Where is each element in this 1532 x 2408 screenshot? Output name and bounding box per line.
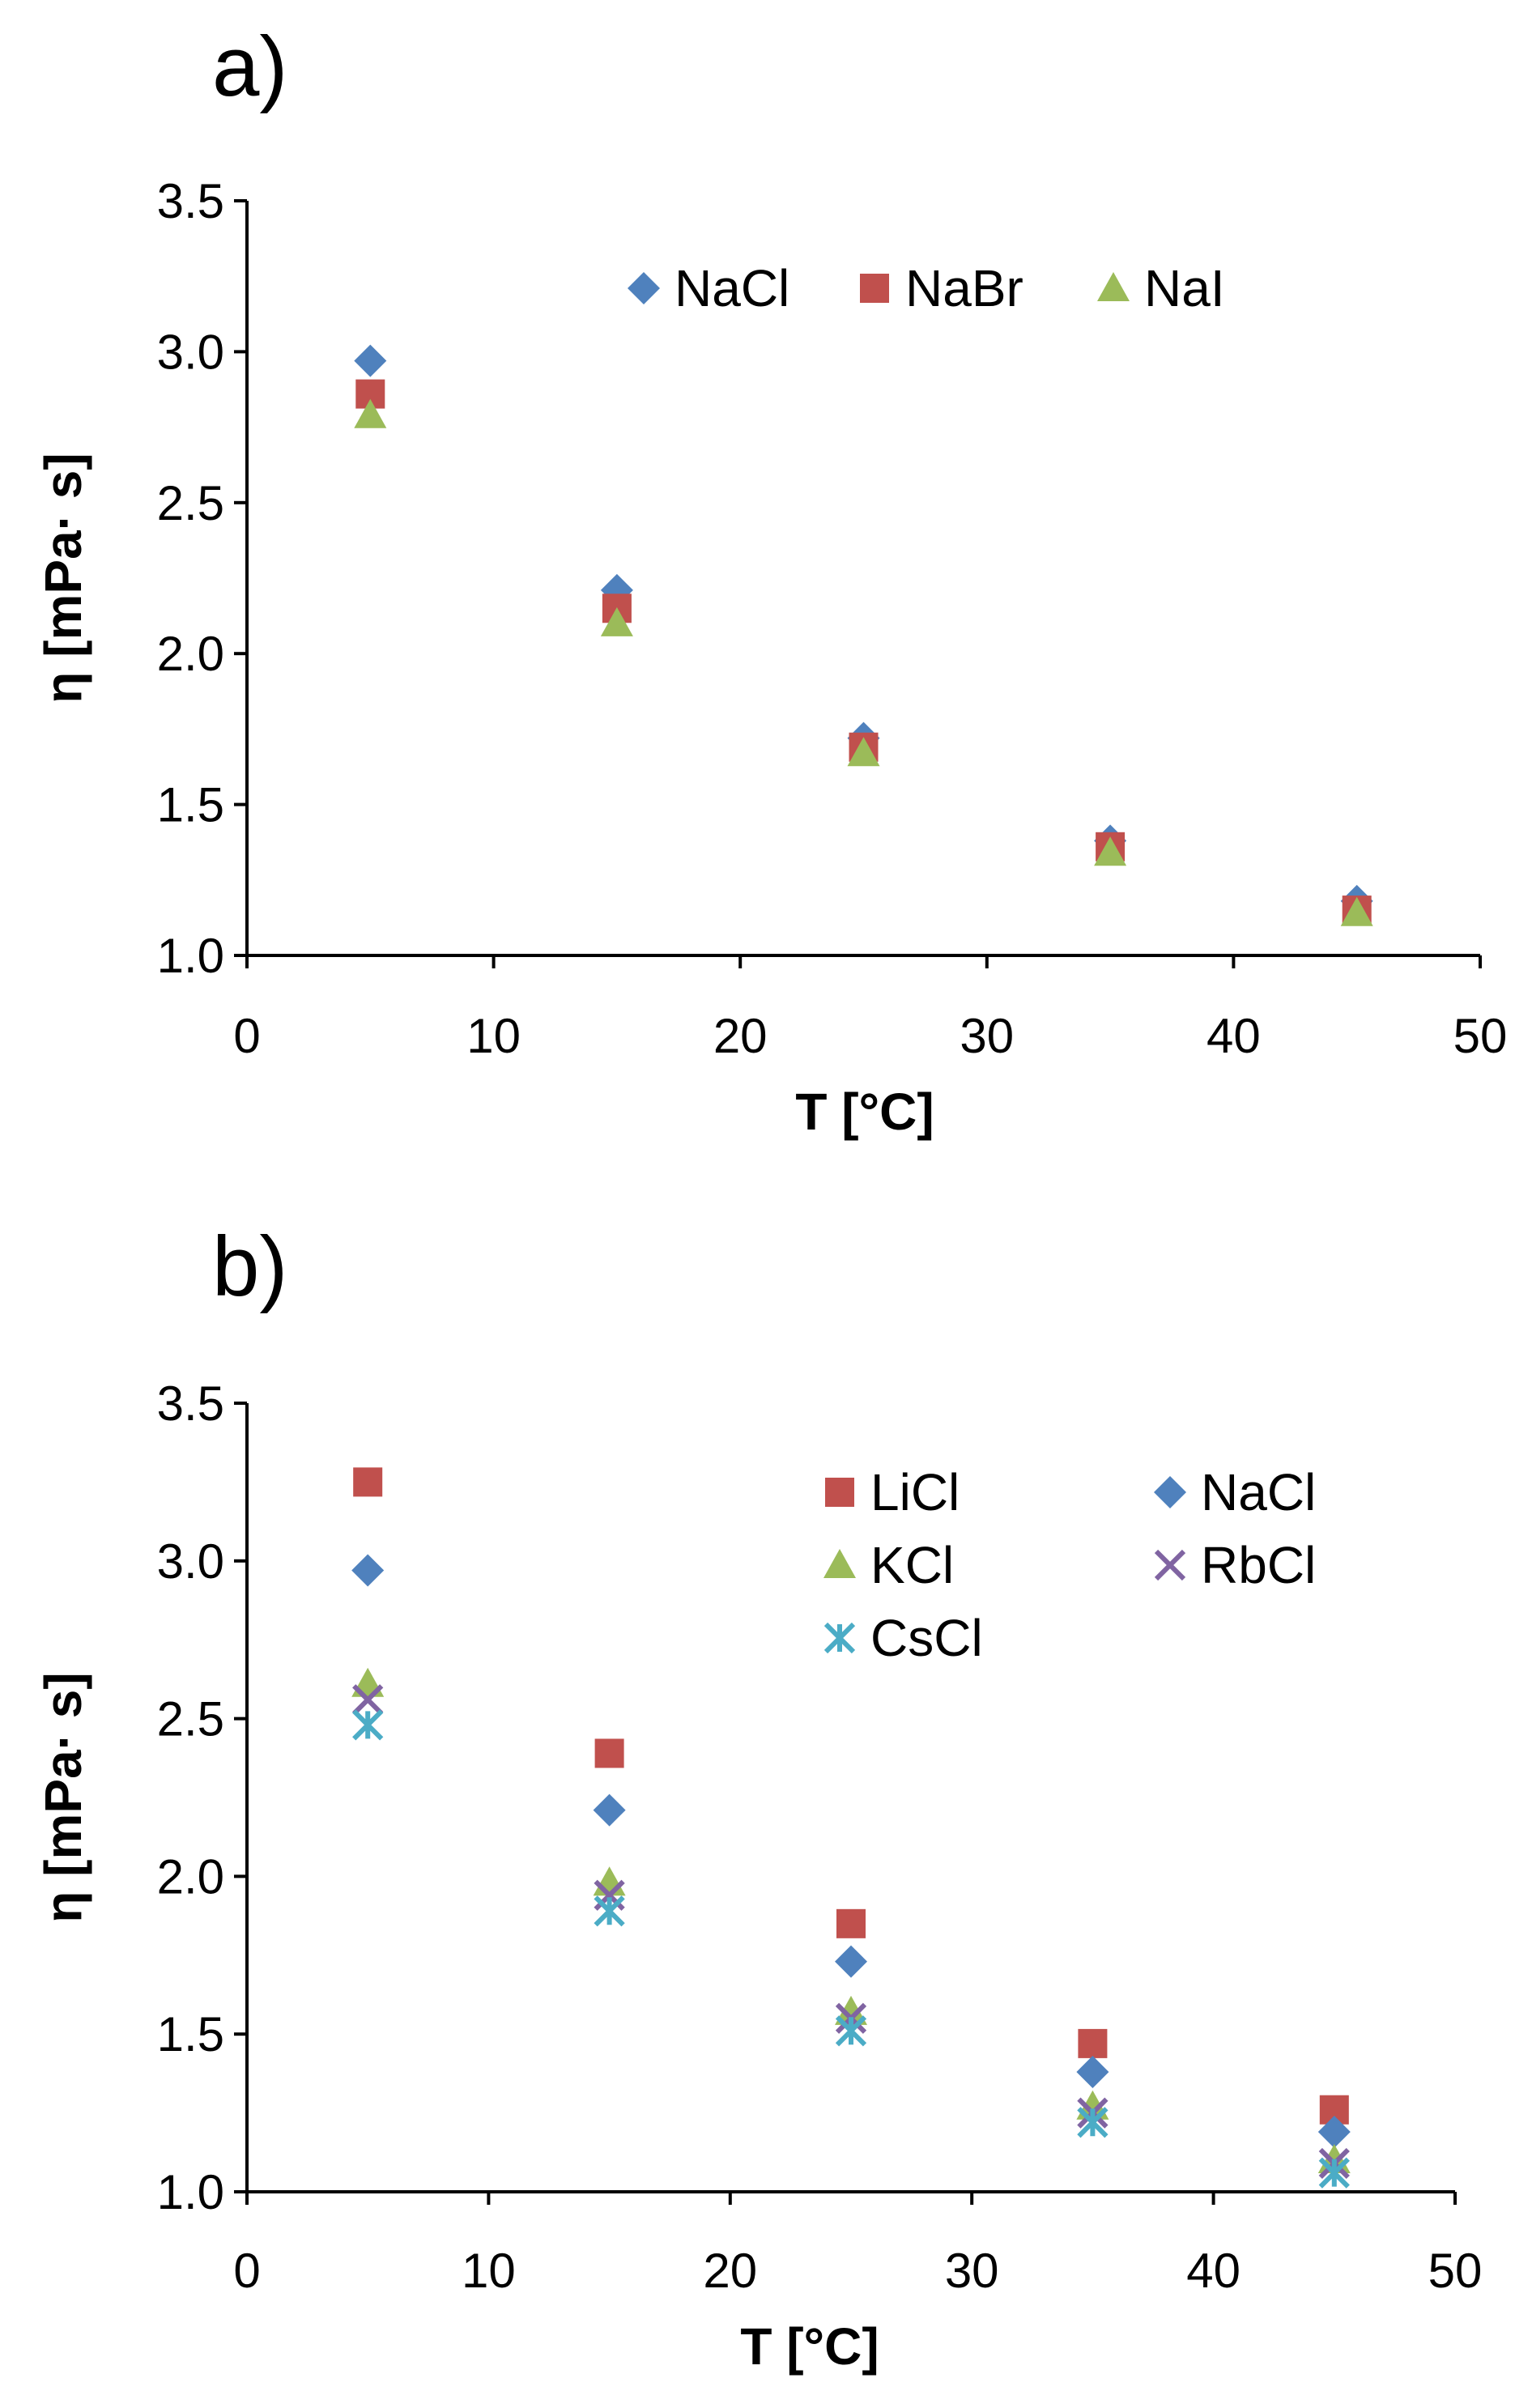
panel-b-x-tick-label: 0 — [233, 2244, 260, 2298]
panel-a-point-nai — [600, 606, 633, 636]
panel-b-legend-label-kcl: KCl — [870, 1536, 954, 1594]
panel-a-y-tick-label: 2.0 — [157, 627, 224, 681]
panel-b-legend-marker-rbcl — [1154, 1549, 1186, 1581]
panel-a-point-nai — [1094, 836, 1127, 866]
panel-a-legend-label-nabr: NaBr — [905, 259, 1023, 317]
panel-a-ticks: 0 10 20 30 40 50 1.0 1.5 2.0 2.5 3.0 3.5 — [157, 174, 1508, 1063]
panel-b-point-nacl — [351, 1554, 385, 1587]
panel-a-legend-label-nacl: NaCl — [675, 259, 789, 317]
panel-a-x-tick-label: 20 — [713, 1009, 768, 1063]
panel-b-point-cscl — [594, 1895, 625, 1927]
panel-b-legend-label-rbcl: RbCl — [1201, 1536, 1316, 1594]
panel-a-point-nai — [1340, 896, 1373, 926]
panel-b-legend-marker-licl — [825, 1478, 854, 1507]
panel-a-legend-marker-nai — [1097, 272, 1130, 301]
panel-b-point-kcl — [835, 1995, 867, 2025]
panel-b-x-tick-label: 10 — [462, 2244, 516, 2298]
panel-b-point-cscl — [352, 1709, 384, 1741]
panel-a: a) 0 10 20 30 40 501.01.52.02.53.03.5 T [°C] … — [34, 19, 1507, 1141]
panel-b-axes — [245, 1403, 1455, 2193]
panel-b: b) 0 10 20 30 40 501.01.52.02.53.03.5 T [°C] … — [34, 1219, 1482, 2376]
panel-a-point-nai — [354, 398, 387, 428]
panel-b-data-points — [351, 1467, 1351, 2189]
panel-b-legend-marker-cscl — [823, 1622, 856, 1654]
panel-b-x-tick-label: 30 — [945, 2244, 999, 2298]
panel-b-legend: LiCl NaCl KCl RbCl CsCl — [823, 1463, 1316, 1667]
panel-b-legend-label-nacl: NaCl — [1201, 1463, 1316, 1521]
panel-b-y-tick-label: 3.5 — [157, 1376, 224, 1431]
panel-b-point-rbcl — [352, 1684, 384, 1716]
panel-a-x-tick-label: 10 — [466, 1009, 521, 1063]
panel-a-label: a) — [212, 19, 287, 114]
panel-b-y-tick-label: 3.0 — [157, 1534, 224, 1589]
panel-a-x-axis-title: T [°C] — [795, 1083, 934, 1141]
panel-b-point-nacl — [593, 1793, 626, 1827]
panel-b-y-tick-label: 1.5 — [157, 2007, 224, 2061]
panel-b-point-nacl — [1317, 2115, 1351, 2148]
panel-b-point-cscl — [835, 2015, 867, 2047]
panel-a-x-tick-label: 0 — [233, 1009, 260, 1063]
panel-a-y-axis-title: η [mPa· s] — [34, 453, 92, 703]
panel-a-axes — [245, 201, 1480, 957]
panel-a-legend: NaCl NaBr NaI — [628, 259, 1225, 317]
panel-b-legend-marker-nacl — [1154, 1476, 1186, 1508]
panel-b-y-tick-label: 2.0 — [157, 1849, 224, 1904]
panel-a-y-tick-label: 3.5 — [157, 174, 224, 228]
panel-b-legend-label-licl: LiCl — [870, 1463, 960, 1521]
panel-a-point-nai — [847, 737, 880, 767]
panel-a-y-tick-label: 2.5 — [157, 476, 224, 530]
panel-b-x-tick-label: 50 — [1428, 2244, 1483, 2298]
panel-b-x-tick-label: 20 — [703, 2244, 757, 2298]
panel-b-point-licl — [353, 1467, 383, 1497]
panel-b-y-axis-title: η [mPa· s] — [34, 1672, 92, 1922]
panel-b-point-licl — [1078, 2028, 1108, 2058]
panel-b-y-tick-label: 1.0 — [157, 2165, 224, 2219]
panel-b-point-nacl — [835, 1945, 867, 1978]
panel-b-label: b) — [212, 1219, 287, 1314]
panel-b-legend-label-cscl: CsCl — [870, 1609, 983, 1667]
panel-b-point-nacl — [1076, 2055, 1109, 2088]
panel-a-legend-marker-nacl — [628, 272, 660, 304]
panel-b-y-tick-label: 2.5 — [157, 1692, 224, 1746]
panel-a-point-nacl — [354, 344, 387, 377]
panel-a-y-tick-label: 1.5 — [157, 778, 224, 832]
panel-a-x-tick-label: 40 — [1206, 1009, 1261, 1063]
panel-a-legend-marker-nabr — [860, 274, 889, 303]
panel-a-x-tick-label: 50 — [1453, 1009, 1508, 1063]
panel-b-x-tick-label: 40 — [1186, 2244, 1240, 2298]
panel-b-legend-marker-kcl — [823, 1549, 856, 1578]
panel-a-x-tick-label: 30 — [960, 1009, 1014, 1063]
panel-a-y-tick-label: 3.0 — [157, 325, 224, 379]
panel-b-point-cscl — [1318, 2157, 1350, 2189]
panel-b-point-licl — [594, 1738, 624, 1768]
panel-b-point-cscl — [1077, 2107, 1109, 2138]
panel-b-point-licl — [836, 1908, 866, 1938]
panel-b-x-axis-title: T [°C] — [740, 2317, 879, 2376]
panel-b-ticks: 0 10 20 30 40 50 1.0 1.5 2.0 2.5 3.0 3.5 — [157, 1376, 1483, 2298]
panel-a-data-points — [354, 344, 1373, 926]
panel-a-y-tick-label: 1.0 — [157, 929, 224, 983]
panel-a-legend-label-nai: NaI — [1144, 259, 1225, 317]
